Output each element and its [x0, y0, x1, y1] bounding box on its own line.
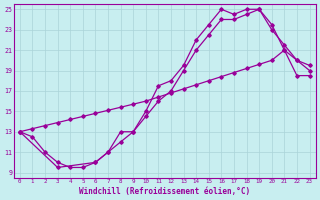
X-axis label: Windchill (Refroidissement éolien,°C): Windchill (Refroidissement éolien,°C) [79, 187, 250, 196]
